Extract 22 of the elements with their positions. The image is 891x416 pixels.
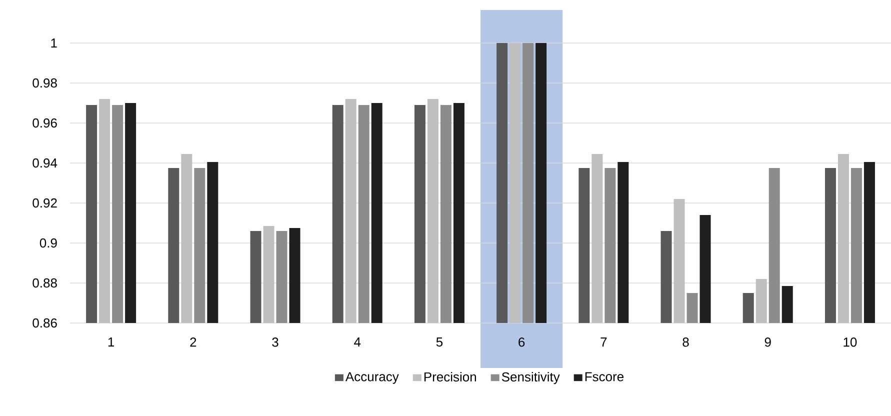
legend-label: Sensitivity — [502, 372, 560, 384]
y-tick-label: 0.88 — [32, 278, 57, 288]
x-tick-label: 8 — [682, 338, 689, 347]
x-tick-label: 10 — [844, 338, 857, 347]
legend-label: Precision — [424, 372, 476, 382]
x-tick-label: 9 — [764, 338, 771, 347]
x-tick-label: 5 — [436, 338, 443, 347]
y-tick-label: 1 — [51, 38, 57, 48]
x-tick-label: 3 — [272, 338, 278, 347]
y-tick-label: 0.94 — [32, 158, 58, 168]
y-tick-label: 0.98 — [32, 78, 57, 88]
y-tick-label: 0.96 — [32, 118, 57, 128]
y-tick-label: 0.86 — [32, 318, 57, 328]
y-tick-label: 0.9 — [40, 238, 57, 248]
x-tick-label: 4 — [354, 338, 361, 346]
y-tick-label: 0.92 — [32, 198, 57, 208]
x-tick-label: 2 — [190, 338, 196, 347]
x-tick-label: 6 — [518, 338, 525, 347]
x-tick-label: 7 — [600, 338, 607, 346]
x-tick-label: 1 — [108, 338, 114, 346]
legend-label: Accuracy — [345, 372, 399, 384]
legend-label: Fscore — [585, 372, 624, 382]
